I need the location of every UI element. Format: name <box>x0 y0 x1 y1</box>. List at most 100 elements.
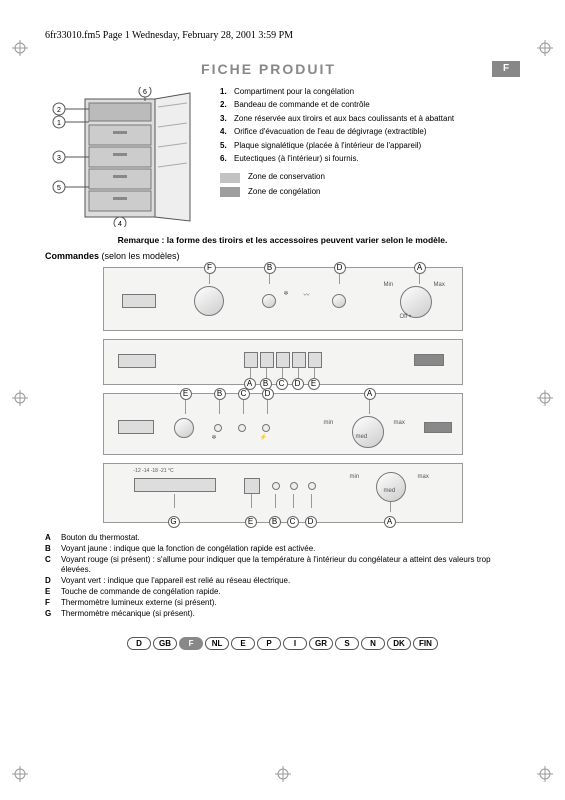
def-letter: B <box>45 544 61 555</box>
def-letter: C <box>45 555 61 577</box>
max-label: Max <box>434 282 445 288</box>
part-number: 6. <box>220 154 234 164</box>
def-text: Voyant rouge (si présent) : s'allume pou… <box>61 555 520 577</box>
svg-text:1: 1 <box>57 120 61 127</box>
lang-pill-f[interactable]: F <box>179 637 203 650</box>
lang-pill-gr[interactable]: GR <box>309 637 333 650</box>
lang-pill-s[interactable]: S <box>335 637 359 650</box>
definition-row: ETouche de commande de congélation rapid… <box>45 587 520 598</box>
lang-pill-p[interactable]: P <box>257 637 281 650</box>
callout-d: D <box>292 378 304 390</box>
led-icon <box>332 294 346 308</box>
swatch-conservation <box>220 173 240 183</box>
definition-row: CVoyant rouge (si présent) : s'allume po… <box>45 555 520 577</box>
callout-d: D <box>262 388 274 400</box>
crop-mark-icon <box>537 40 553 56</box>
thermostat-knob-icon <box>352 416 384 448</box>
button-knob-icon <box>174 418 194 438</box>
temp-scale: -12 -14 -18 -21 °C <box>134 468 174 474</box>
lang-pill-d[interactable]: D <box>127 637 151 650</box>
callout-a: A <box>414 262 426 274</box>
definition-row: FThermomètre lumineux externe (si présen… <box>45 598 520 609</box>
legend-label: Zone de congélation <box>248 187 321 197</box>
part-number: 3. <box>220 114 234 124</box>
svg-text:3: 3 <box>57 155 61 162</box>
badge-icon <box>414 354 444 366</box>
part-text: Bandeau de commande et de contrôle <box>234 100 370 110</box>
definition-row: DVoyant vert : indique que l'appareil es… <box>45 576 520 587</box>
control-panel-1: F B D A ❄ 〰 Min Max Off • <box>103 267 463 331</box>
crop-mark-icon <box>12 766 28 782</box>
def-text: Touche de commande de congélation rapide… <box>61 587 221 598</box>
max-label: max <box>418 474 429 480</box>
callout-c: C <box>287 516 299 528</box>
led-icon <box>308 482 316 490</box>
lang-pill-n[interactable]: N <box>361 637 385 650</box>
svg-text:6: 6 <box>143 89 147 96</box>
page-header: 6fr33010.fm5 Page 1 Wednesday, February … <box>45 30 520 41</box>
min-label: Min <box>384 282 394 288</box>
parts-item: 5.Plaque signalétique (placée à l'intéri… <box>220 141 520 151</box>
part-number: 1. <box>220 87 234 97</box>
display-icon <box>118 420 154 434</box>
parts-item: 6.Eutectiques (à l'intérieur) si fournis… <box>220 154 520 164</box>
commandes-heading: Commandes (selon les modèles) <box>45 251 520 261</box>
language-badge: F <box>492 61 520 77</box>
led-yellow-icon <box>214 424 222 432</box>
def-letter: E <box>45 587 61 598</box>
callout-e: E <box>245 516 257 528</box>
definition-row: ABouton du thermostat. <box>45 533 520 544</box>
remark-text: Remarque : la forme des tiroirs et les a… <box>45 235 520 245</box>
callout-c: C <box>276 378 288 390</box>
part-number: 5. <box>220 141 234 151</box>
lang-pill-e[interactable]: E <box>231 637 255 650</box>
crop-mark-icon <box>12 390 28 406</box>
med-label: med <box>356 434 368 440</box>
led-icon <box>272 482 280 490</box>
snowflake-icon: ❄ <box>284 290 289 297</box>
callout-b: B <box>214 388 226 400</box>
parts-item: 3.Zone réservée aux tiroirs et aux bacs … <box>220 114 520 124</box>
crop-mark-icon <box>275 766 291 782</box>
lang-pill-nl[interactable]: NL <box>205 637 229 650</box>
thermometer-bar-icon <box>134 478 216 492</box>
lang-pill-gb[interactable]: GB <box>153 637 177 650</box>
min-label: min <box>324 420 334 426</box>
parts-item: 4.Orifice d'évacuation de l'eau de dégiv… <box>220 127 520 137</box>
badge-icon <box>424 422 452 433</box>
control-panels: F B D A ❄ 〰 Min Max Off • <box>103 267 463 523</box>
min-label: min <box>350 474 360 480</box>
def-text: Bouton du thermostat. <box>61 533 140 544</box>
part-text: Eutectiques (à l'intérieur) si fournis. <box>234 154 359 164</box>
callout-e: E <box>308 378 320 390</box>
display-icon <box>118 354 156 368</box>
parts-item: 1.Compartiment pour la congélation <box>220 87 520 97</box>
lang-pill-dk[interactable]: DK <box>387 637 411 650</box>
off-label: Off • <box>400 314 412 320</box>
button-icon <box>308 352 322 368</box>
def-text: Thermomètre mécanique (si présent). <box>61 609 195 620</box>
control-panel-3: E B C D A ❄ ⚡ min max med <box>103 393 463 455</box>
led-icon <box>262 294 276 308</box>
legend-definitions: ABouton du thermostat.BVoyant jaune : in… <box>45 533 520 619</box>
button-icon <box>244 352 258 368</box>
part-text: Orifice d'évacuation de l'eau de dégivra… <box>234 127 427 137</box>
svg-text:5: 5 <box>57 185 61 192</box>
legend-congelation: Zone de congélation <box>220 187 520 197</box>
def-letter: G <box>45 609 61 620</box>
callout-a: A <box>384 516 396 528</box>
callout-d: D <box>334 262 346 274</box>
callout-b: B <box>264 262 276 274</box>
led-icon <box>290 482 298 490</box>
button-icon <box>292 352 306 368</box>
lang-pill-fin[interactable]: FIN <box>413 637 438 650</box>
page: 6fr33010.fm5 Page 1 Wednesday, February … <box>0 0 565 800</box>
definition-row: GThermomètre mécanique (si présent). <box>45 609 520 620</box>
crop-mark-icon <box>537 390 553 406</box>
button-icon <box>244 478 260 494</box>
svg-text:4: 4 <box>118 221 122 227</box>
svg-text:2: 2 <box>57 107 61 114</box>
def-letter: A <box>45 533 61 544</box>
lang-pill-i[interactable]: I <box>283 637 307 650</box>
def-text: Thermomètre lumineux externe (si présent… <box>61 598 217 609</box>
